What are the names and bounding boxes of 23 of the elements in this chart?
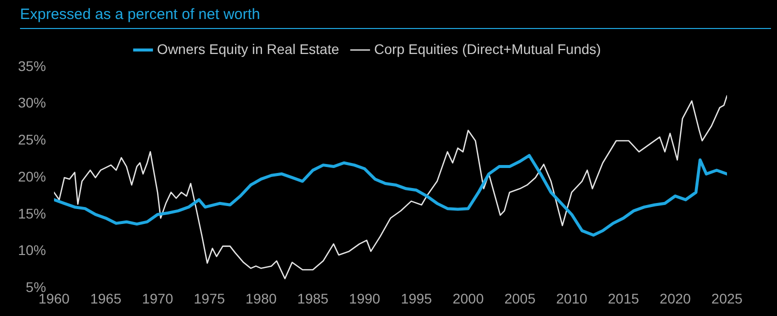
y-tick-label: 10% bbox=[18, 242, 46, 258]
x-tick-label: 2025 bbox=[711, 290, 743, 306]
y-tick-label: 15% bbox=[18, 205, 46, 222]
x-tick-label: 2015 bbox=[608, 290, 640, 306]
x-tick-label: 1980 bbox=[246, 290, 277, 306]
y-tick-label: 5% bbox=[26, 279, 46, 296]
x-tick-label: 1995 bbox=[400, 290, 432, 306]
chart-title: Expressed as a percent of net worth bbox=[20, 0, 771, 29]
y-tick-label: 25% bbox=[18, 132, 46, 148]
x-tick-label: 2005 bbox=[504, 290, 536, 306]
legend-label: Corp Equities (Direct+Mutual Funds) bbox=[374, 40, 601, 57]
x-tick-label: 1985 bbox=[297, 290, 329, 306]
legend-label: Owners Equity in Real Estate bbox=[157, 40, 340, 57]
y-tick-label: 30% bbox=[18, 94, 46, 111]
x-tick-label: 1975 bbox=[194, 290, 226, 306]
x-tick-label: 2000 bbox=[452, 290, 484, 306]
y-tick-label: 20% bbox=[18, 168, 46, 184]
x-tick-label: 1990 bbox=[349, 290, 380, 306]
x-tick-label: 2020 bbox=[660, 290, 692, 306]
x-tick-label: 1970 bbox=[142, 290, 174, 306]
y-tick-label: 35% bbox=[18, 58, 46, 74]
x-tick-label: 1965 bbox=[90, 290, 122, 306]
x-tick-label: 2010 bbox=[556, 290, 588, 306]
